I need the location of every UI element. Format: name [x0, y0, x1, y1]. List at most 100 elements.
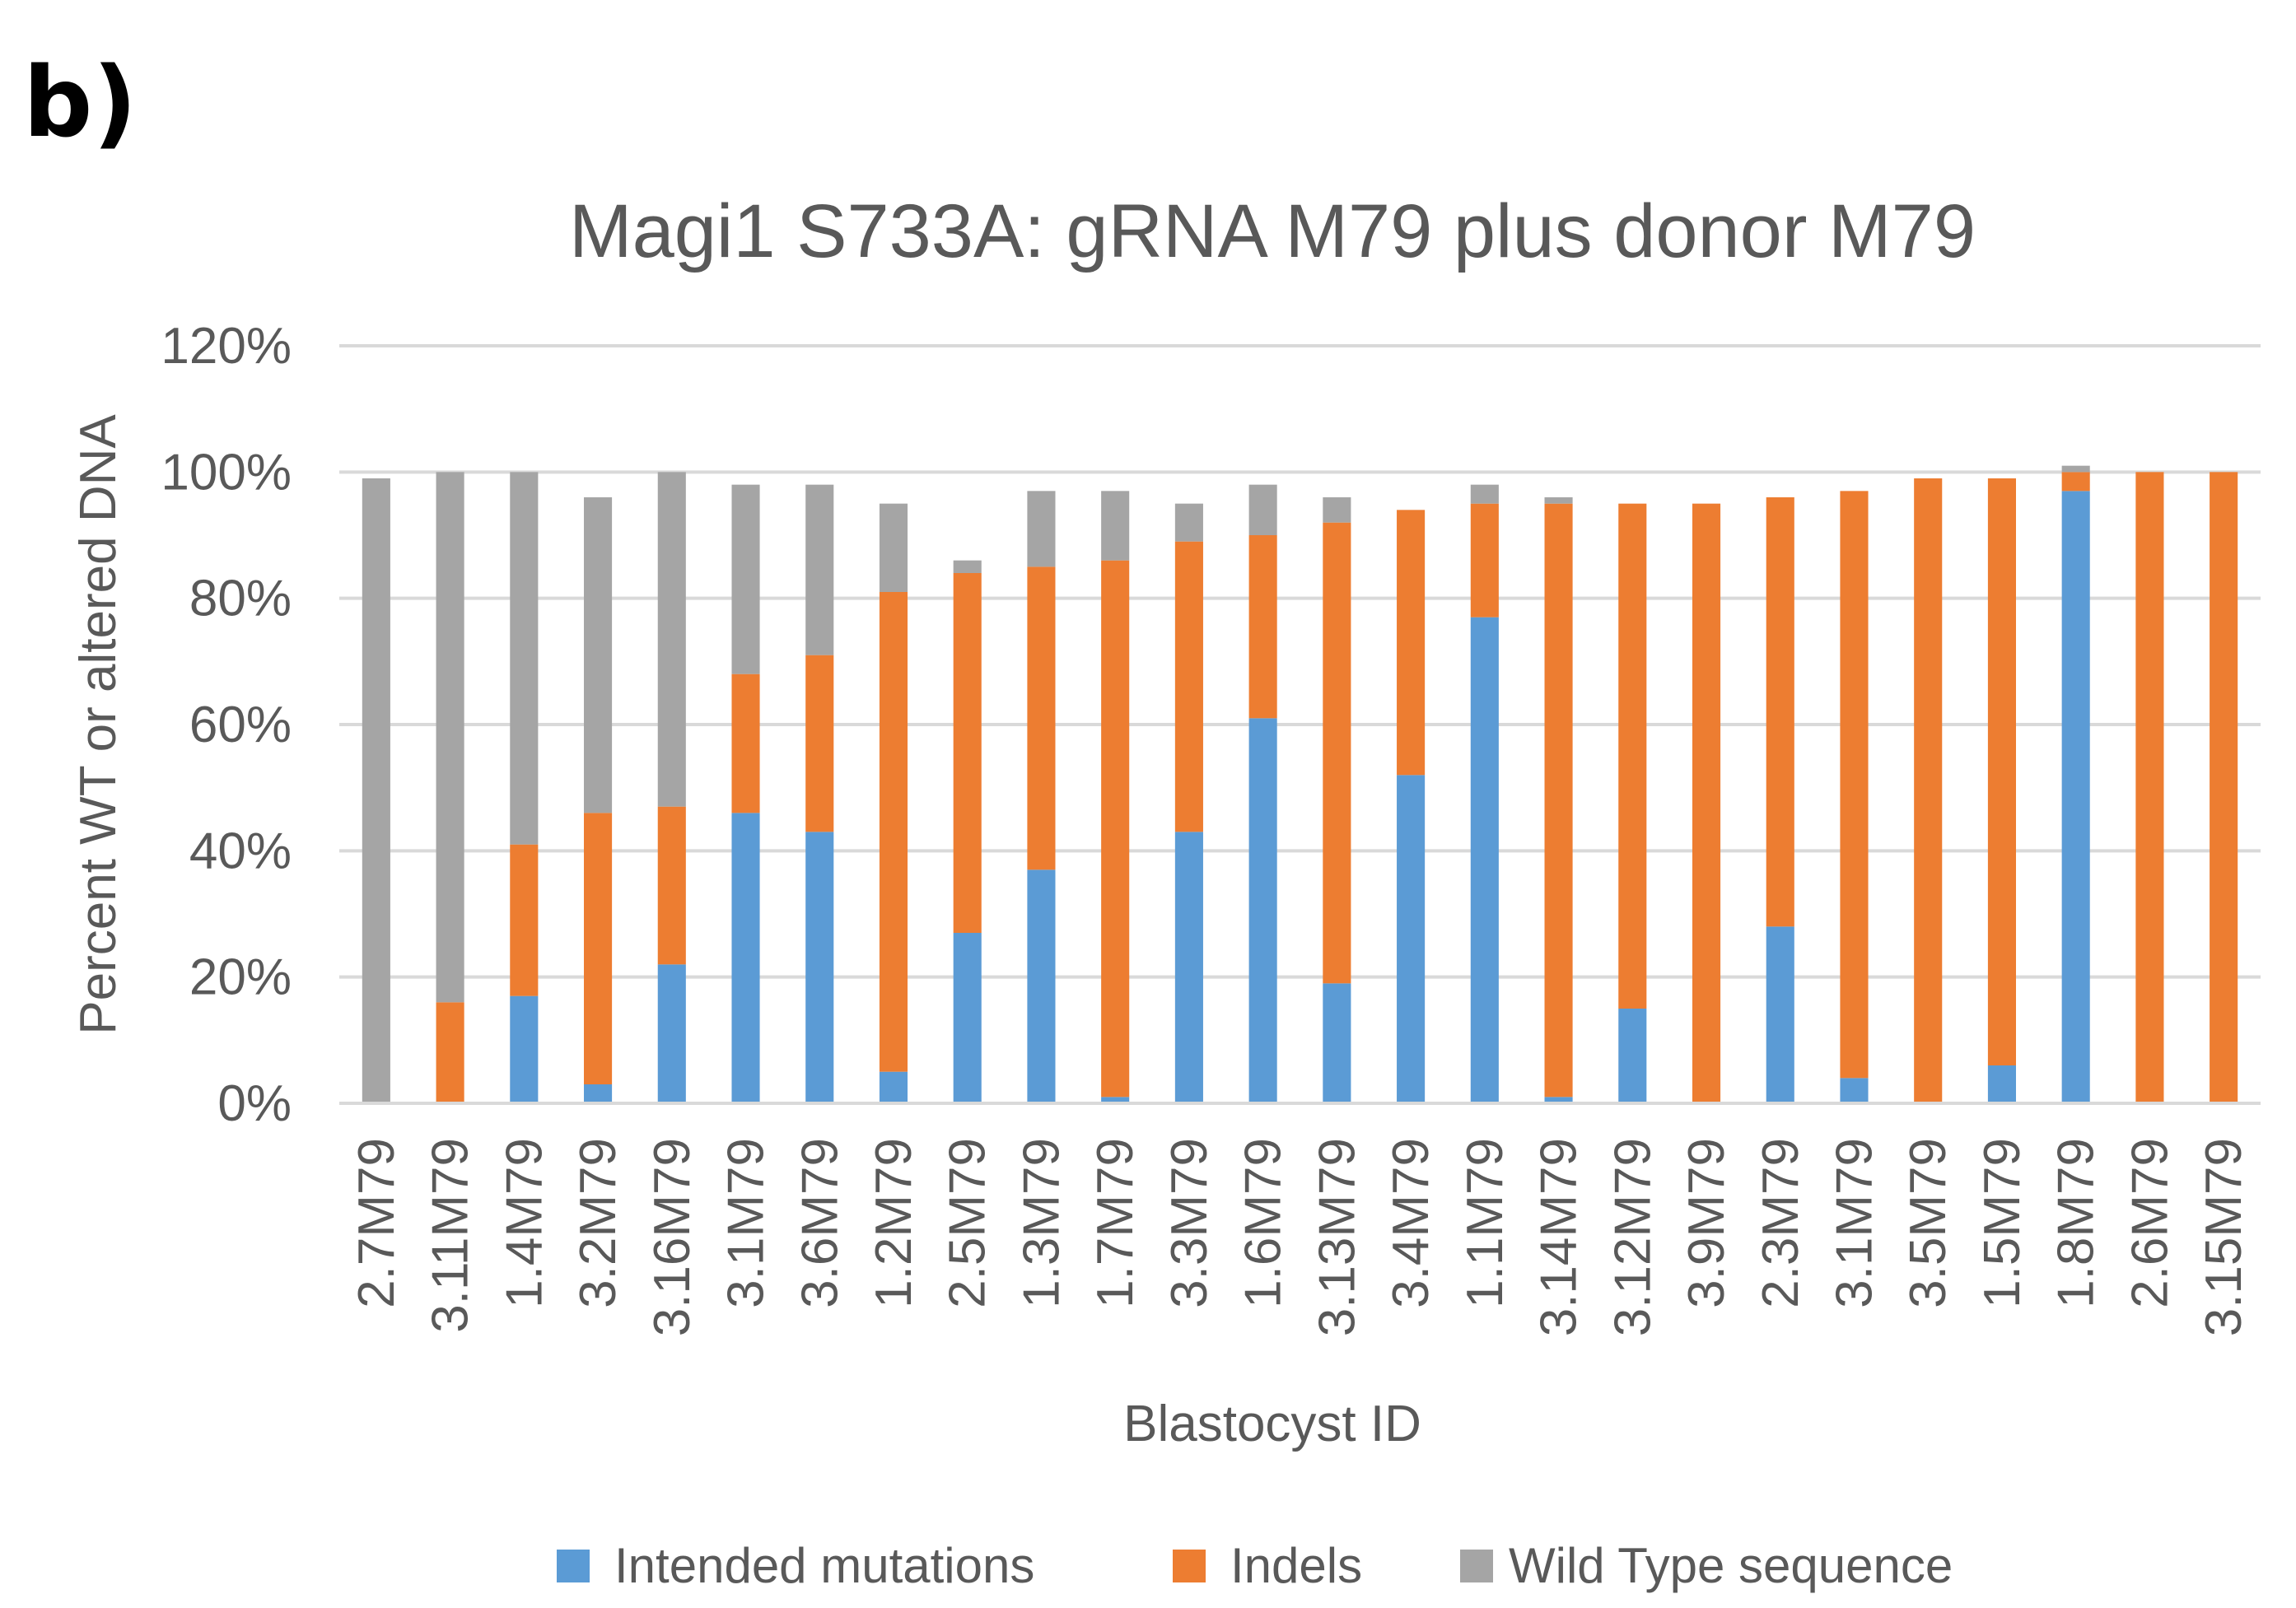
bar-segment	[510, 844, 539, 996]
bar-segment	[1248, 535, 1277, 719]
panel-label: b)	[23, 45, 137, 159]
x-tick-label: 1.2M79	[866, 1138, 922, 1308]
chart-title: Magi1 S733A: gRNA M79 plus donor M79	[569, 189, 1976, 273]
x-tick-label: 1.3M79	[1013, 1138, 1070, 1308]
bar-segment	[953, 560, 982, 573]
x-tick-label: 1.1M79	[1457, 1138, 1514, 1308]
bar-segment	[1840, 491, 1869, 1079]
bar-segment	[1101, 560, 1130, 1098]
legend-label: Indels	[1230, 1538, 1362, 1593]
legend: Intended mutations Indels Wild Type sequen…	[557, 1538, 1953, 1593]
bar-segment	[805, 655, 834, 832]
bar-segment	[1470, 503, 1499, 618]
bar-segment	[2210, 472, 2238, 1103]
x-tick-label: 2.7M79	[348, 1138, 405, 1308]
x-tick-label: 3.13M79	[1309, 1138, 1365, 1336]
bar-segment	[2135, 472, 2164, 1103]
y-tick-label: 0%	[217, 1075, 292, 1132]
x-tick-label: 3.1M79	[1826, 1138, 1883, 1308]
bar-segment	[731, 813, 760, 1103]
bar-segment	[953, 573, 982, 933]
bar-segment	[657, 964, 686, 1103]
x-tick-label: 2.5M79	[940, 1138, 996, 1308]
bar-segment	[731, 484, 760, 674]
bar-segment	[2061, 465, 2090, 473]
bar-segment	[510, 472, 539, 845]
bar-segment	[510, 995, 539, 1103]
bar-segment	[1101, 491, 1130, 561]
bar-segment	[1248, 718, 1277, 1103]
x-tick-label: 3.9M79	[1678, 1138, 1735, 1308]
bar-segment	[953, 933, 982, 1103]
bar-segment	[657, 472, 686, 807]
bar-segment	[1174, 541, 1203, 832]
x-tick-label: 2.3M79	[1752, 1138, 1809, 1308]
x-tick-label: 1.4M79	[496, 1138, 553, 1308]
bar-segment	[1544, 1097, 1573, 1103]
y-tick-label: 120%	[161, 318, 292, 375]
bars	[362, 465, 2238, 1103]
x-tick-label: 3.3M79	[1161, 1138, 1218, 1308]
bar-segment	[584, 1084, 613, 1103]
bar-segment	[1692, 503, 1721, 1103]
x-tick-label: 3.1M79	[718, 1138, 775, 1308]
legend-swatch	[557, 1550, 590, 1582]
bar-segment	[805, 484, 834, 655]
x-tick-label: 1.5M79	[1974, 1138, 2031, 1308]
bar-segment	[584, 813, 613, 1084]
y-tick-label: 80%	[189, 571, 292, 627]
bar-segment	[1174, 832, 1203, 1103]
bar-segment	[1618, 1009, 1647, 1103]
bar-segment	[362, 478, 390, 1103]
x-tick-label: 3.5M79	[1900, 1138, 1957, 1308]
bar-segment	[1544, 503, 1573, 1098]
bar-segment	[1248, 484, 1277, 535]
y-tick-label: 20%	[189, 949, 292, 1006]
bar-segment	[879, 503, 908, 592]
x-tick-label: 3.15M79	[2196, 1138, 2252, 1336]
bar-segment	[731, 673, 760, 813]
x-tick-label: 2.6M79	[2121, 1138, 2178, 1308]
bar-segment	[1397, 510, 1426, 776]
x-axis-title: Blastocyst ID	[1123, 1396, 1421, 1452]
x-tick-label: 1.6M79	[1235, 1138, 1292, 1308]
y-axis-title: Percent WT or altered DNA	[70, 414, 127, 1035]
y-tick-label: 60%	[189, 697, 292, 753]
bar-segment	[1544, 497, 1573, 504]
bar-segment	[657, 806, 686, 965]
y-tick-label: 40%	[189, 823, 292, 879]
bar-segment	[879, 1071, 908, 1103]
x-tick-label: 3.14M79	[1531, 1138, 1588, 1336]
axes: 0% 20% 40% 60% 80% 100% 120% 2.7M79 3.11M79 1.4M7…	[161, 318, 2261, 1336]
bar-segment	[1027, 869, 1056, 1103]
bar-segment	[436, 1002, 464, 1103]
x-tick-label: 3.2M79	[570, 1138, 627, 1308]
bar-segment	[1397, 775, 1426, 1103]
gridlines	[339, 344, 2261, 979]
bar-segment	[1174, 503, 1203, 542]
bar-segment	[805, 832, 834, 1103]
bar-segment	[879, 592, 908, 1072]
bar-segment	[1323, 497, 1351, 523]
bar-segment	[1027, 566, 1056, 870]
bar-segment	[1027, 491, 1056, 567]
x-tick-label: 1.8M79	[2048, 1138, 2105, 1308]
legend-swatch	[1173, 1550, 1206, 1582]
x-tick-label: 3.11M79	[422, 1138, 479, 1333]
x-tick-label: 3.16M79	[644, 1138, 701, 1336]
legend-swatch	[1460, 1550, 1493, 1582]
bar-segment	[1470, 484, 1499, 504]
bar-segment	[1618, 503, 1647, 1009]
x-tick-label: 1.7M79	[1087, 1138, 1144, 1308]
y-tick-label: 100%	[161, 444, 292, 501]
bar-segment	[2061, 472, 2090, 492]
bar-segment	[1987, 478, 2016, 1065]
x-tick-label: 3.4M79	[1383, 1138, 1440, 1308]
bar-segment	[584, 497, 613, 813]
x-tick-label: 3.12M79	[1604, 1138, 1661, 1336]
bar-segment	[1323, 522, 1351, 984]
bar-segment	[1323, 983, 1351, 1103]
bar-segment	[436, 472, 464, 1003]
bar-segment	[1987, 1065, 2016, 1103]
